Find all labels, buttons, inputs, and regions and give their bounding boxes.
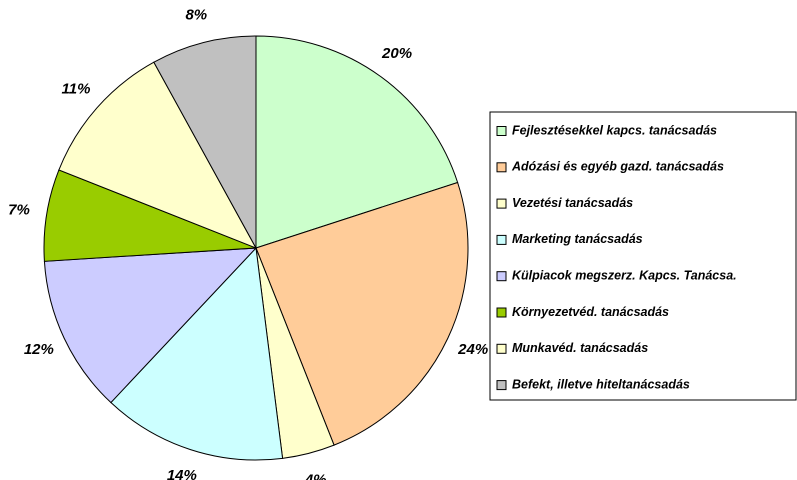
legend-label: Munkavéd. tanácsadás [512,341,648,355]
slice-label: 4% [304,471,327,480]
slice-label: 14% [167,467,197,480]
legend-label: Külpiacok megszerz. Kapcs. Tanácsa. [512,268,737,282]
legend-swatch [496,162,507,173]
slice-label: 7% [8,201,30,218]
legend-label: Fejlesztésekkel kapcs. tanácsadás [512,123,717,137]
legend-box [489,111,797,401]
pie-slice [110,246,284,461]
legend-swatch [496,307,507,318]
legend-swatch [496,343,507,354]
pie-slice [153,35,257,249]
legend-label: Marketing tanácsadás [512,232,643,246]
slice-label: 12% [24,341,54,358]
legend-swatch [496,380,507,391]
legend-swatch [496,271,507,282]
pie-slice [255,181,469,446]
legend-swatch [496,198,507,209]
slice-label: 11% [62,80,91,97]
pie-slice [43,247,258,404]
slice-label: 8% [185,7,207,24]
pie-slice [58,61,258,249]
legend-label: Adózási és egyéb gazd. tanácsadás [511,160,724,174]
pie-slice [255,35,459,249]
slice-label: 20% [381,45,412,62]
legend-swatch [496,234,507,245]
slice-label: 24% [457,341,488,358]
legend-label: Vezetési tanácsadás [512,196,633,210]
legend-swatch [496,126,507,136]
legend-label: Befekt, illetve hiteltanácsadás [512,377,690,391]
legend-label: Környezetvéd. tanácsadás [512,305,669,319]
